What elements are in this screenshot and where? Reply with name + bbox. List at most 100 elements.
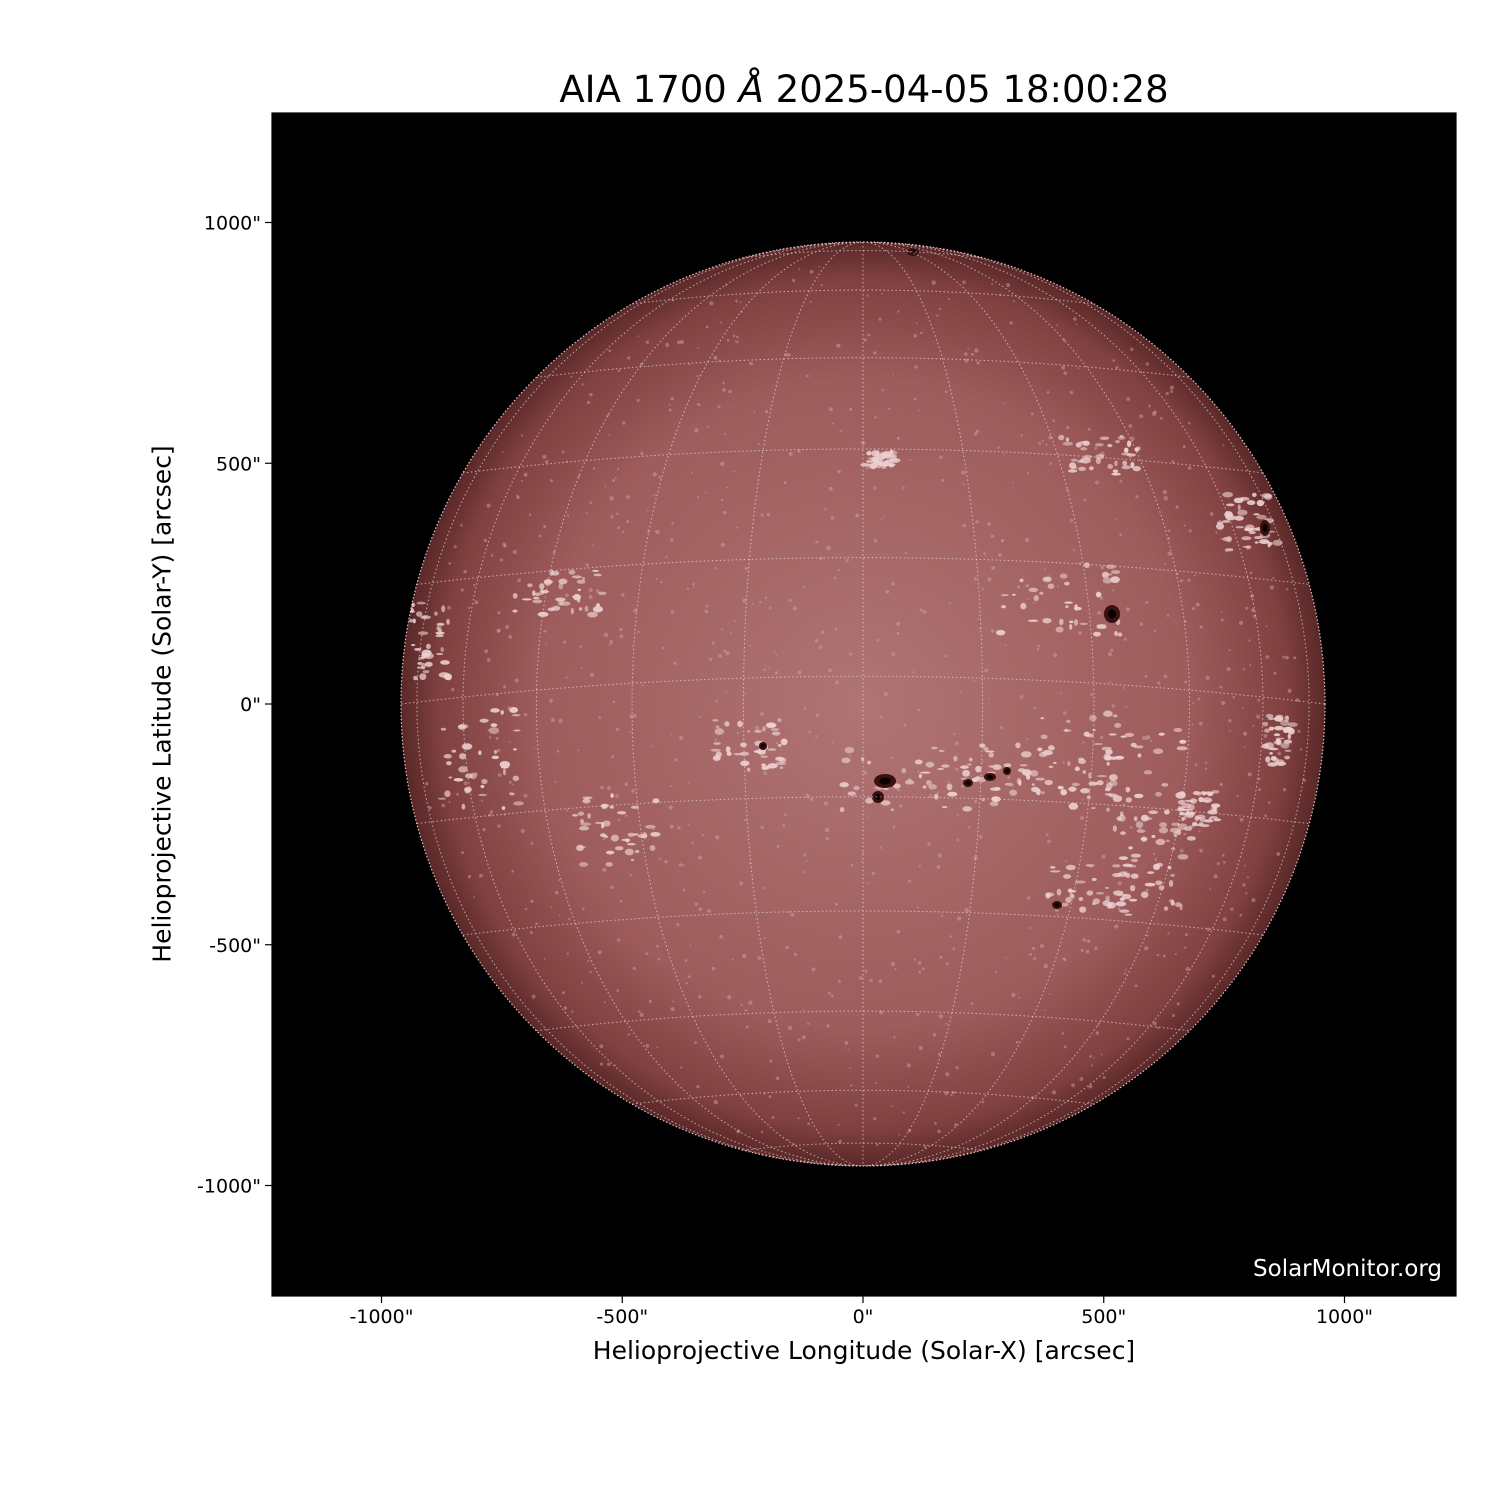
- plage-patch: [491, 755, 500, 760]
- network-bright-point: [715, 835, 720, 840]
- network-bright-point: [543, 629, 547, 633]
- network-bright-point: [973, 577, 977, 581]
- network-bright-point: [514, 678, 519, 683]
- network-bright-point: [1232, 695, 1235, 699]
- network-bright-point: [854, 1103, 858, 1107]
- network-bright-point: [664, 860, 668, 864]
- plage-patch: [609, 805, 614, 809]
- network-bright-point: [973, 432, 978, 436]
- network-bright-point: [694, 902, 699, 906]
- network-bright-point: [479, 873, 483, 878]
- sunspot-umbra: [1005, 769, 1009, 773]
- network-bright-point: [677, 826, 681, 830]
- plage-patch: [1155, 838, 1166, 846]
- latitude-line: [416, 557, 1310, 585]
- plage-patch: [1207, 809, 1218, 815]
- network-bright-point: [490, 554, 494, 557]
- plage-patch: [1074, 880, 1086, 884]
- title-unit: Å: [738, 68, 764, 111]
- network-bright-point: [608, 433, 611, 436]
- plage-patch: [1273, 740, 1280, 745]
- network-bright-point: [508, 780, 512, 784]
- plage-patch: [1171, 822, 1181, 827]
- network-bright-point: [512, 549, 518, 555]
- plage-patch: [500, 765, 509, 769]
- network-bright-point: [892, 825, 896, 829]
- plage-patch: [1069, 623, 1073, 630]
- network-bright-point: [902, 486, 905, 490]
- plage-patch: [881, 465, 886, 469]
- plage-patch: [512, 609, 518, 613]
- network-bright-point: [543, 524, 547, 529]
- plage-patch: [555, 597, 566, 602]
- plage-patch: [775, 761, 787, 766]
- network-bright-point: [549, 698, 553, 703]
- network-bright-point: [698, 715, 701, 718]
- network-bright-point: [764, 937, 766, 940]
- plage-patch: [1092, 728, 1096, 732]
- network-bright-point: [458, 754, 461, 756]
- network-bright-point: [694, 428, 699, 433]
- plage-patch: [1107, 464, 1114, 470]
- network-bright-point: [939, 455, 943, 460]
- network-bright-point: [849, 1067, 851, 1070]
- network-bright-point: [720, 1054, 724, 1059]
- network-bright-point: [1041, 439, 1044, 442]
- network-bright-point: [639, 1012, 644, 1017]
- plage-patch: [1044, 779, 1053, 786]
- network-bright-point: [945, 1022, 948, 1025]
- network-bright-point: [912, 671, 915, 674]
- network-bright-point: [1195, 602, 1200, 607]
- plage-patch: [573, 593, 581, 601]
- plage-patch: [1147, 871, 1155, 875]
- network-bright-point: [1209, 512, 1214, 516]
- network-bright-point: [1228, 730, 1231, 732]
- network-bright-point: [467, 606, 471, 610]
- network-bright-point: [1047, 839, 1051, 844]
- network-bright-point: [918, 970, 922, 974]
- network-bright-point: [1188, 421, 1191, 425]
- network-bright-point: [727, 622, 729, 625]
- network-bright-point: [1109, 681, 1112, 684]
- network-bright-point: [618, 819, 621, 822]
- plage-patch: [592, 569, 599, 572]
- plage-patch: [577, 588, 581, 592]
- network-bright-point: [696, 402, 700, 406]
- network-bright-point: [902, 1111, 905, 1114]
- latitude-line: [416, 796, 1310, 825]
- network-bright-point: [1185, 966, 1190, 972]
- network-bright-point: [1123, 972, 1126, 975]
- network-bright-point: [1033, 706, 1037, 710]
- network-bright-point: [425, 782, 429, 786]
- network-bright-point: [1031, 1095, 1035, 1099]
- network-bright-point: [448, 562, 452, 565]
- network-bright-point: [1170, 390, 1174, 394]
- network-bright-point: [838, 935, 843, 939]
- network-bright-point: [688, 823, 690, 826]
- network-bright-point: [1249, 571, 1253, 575]
- plage-patch: [946, 783, 953, 791]
- plage-patch: [922, 785, 927, 789]
- plage-patch: [740, 742, 747, 748]
- network-bright-point: [499, 558, 504, 562]
- plage-patch: [1084, 562, 1090, 568]
- network-bright-point: [674, 758, 678, 762]
- network-bright-point: [991, 566, 996, 570]
- network-bright-point: [656, 1046, 659, 1048]
- network-bright-point: [668, 403, 671, 406]
- plage-patch: [1085, 864, 1095, 867]
- network-bright-point: [850, 1084, 853, 1087]
- network-bright-point: [461, 851, 464, 855]
- plage-patch: [479, 718, 489, 723]
- network-bright-point: [448, 801, 451, 804]
- network-bright-point: [820, 630, 825, 634]
- plage-patch: [1191, 821, 1198, 827]
- network-bright-point: [495, 736, 499, 740]
- plage-patch: [1019, 578, 1024, 583]
- plage-patch: [1068, 620, 1074, 624]
- network-bright-point: [875, 1054, 879, 1058]
- network-bright-point: [619, 634, 624, 639]
- network-bright-point: [1166, 614, 1170, 617]
- network-bright-point: [579, 645, 582, 648]
- plage-patch: [1067, 469, 1078, 473]
